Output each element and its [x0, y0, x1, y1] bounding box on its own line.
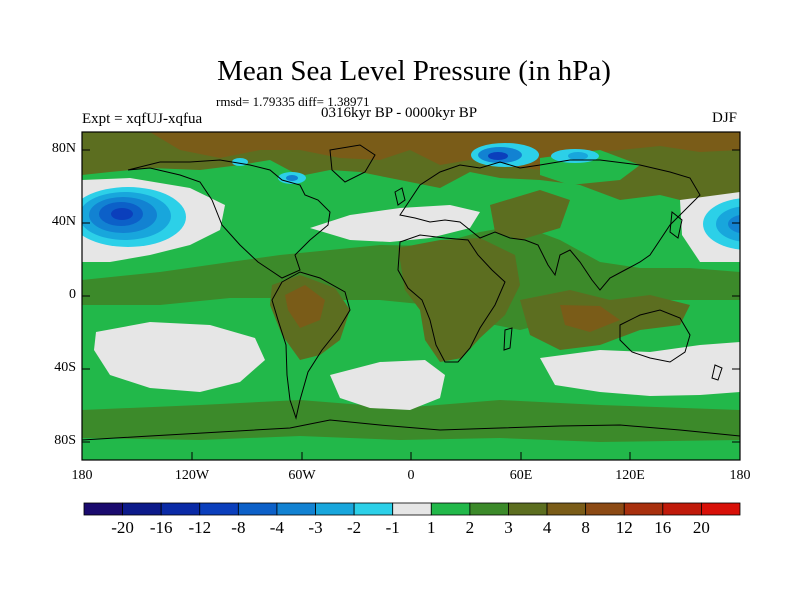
colorbar-label: 3 — [504, 518, 513, 537]
lon-label-120w: 120W — [174, 468, 210, 483]
coast-japan — [669, 211, 683, 239]
colorbar-label: -8 — [231, 518, 246, 537]
coast-australia — [619, 309, 691, 363]
field-aleutian-east-3 — [728, 214, 740, 234]
colorbar-label: -12 — [188, 518, 212, 537]
colorbar-box — [199, 502, 239, 516]
coast-south-america — [271, 271, 351, 420]
field-antarctica-green — [82, 442, 740, 460]
lon-label-60e: 60E — [509, 468, 533, 483]
coast-britain — [394, 187, 406, 206]
coast-antarctica — [82, 419, 740, 441]
experiment-label: Expt = xqfUJ-xqfua — [82, 111, 203, 127]
colorbar-box — [546, 502, 587, 516]
coastlines — [82, 144, 740, 441]
colorbar-box — [662, 502, 702, 516]
plot-title: Mean Sea Level Pressure (in hPa) — [217, 55, 611, 87]
colorbar-label: 12 — [615, 518, 633, 537]
field-barents-3 — [488, 152, 508, 160]
colorbar-box — [353, 502, 394, 516]
colorbar-label: -16 — [149, 518, 173, 537]
field-arctic-brown — [150, 132, 740, 170]
colorbar-label: 8 — [581, 518, 590, 537]
colorbar-box — [122, 502, 162, 516]
field-aleutian-5 — [111, 208, 133, 220]
colorbar-box — [392, 502, 432, 516]
field-grey-atlantic — [310, 205, 480, 242]
field-aleutian-east-2 — [716, 206, 740, 242]
field-south-america-core — [285, 285, 325, 328]
colorbar-box — [160, 502, 201, 516]
colorbar-box — [701, 502, 741, 516]
field-grey-south-indian — [540, 342, 740, 396]
season-label: DJF — [712, 110, 738, 126]
coast-africa — [397, 234, 506, 363]
colorbar-box — [315, 502, 355, 516]
colorbar-box — [623, 502, 664, 516]
lat-label-40n: 40N — [51, 214, 76, 229]
map-field — [82, 132, 740, 460]
field-indian-ocean-core — [560, 305, 620, 332]
colorbar-label: -20 — [111, 518, 134, 537]
colorbar-label: 16 — [654, 518, 672, 537]
lon-label-60w: 60W — [288, 468, 316, 483]
colorbar-box — [585, 502, 625, 516]
stats-label: rmsd= 1.79335 diff= 1.38971 — [216, 94, 370, 109]
lat-label-0: 0 — [69, 287, 76, 302]
colorbar-label: 1 — [427, 518, 436, 537]
colorbar-label: -4 — [269, 518, 284, 537]
coast-new-zealand — [711, 364, 723, 381]
field-hudson-2 — [286, 175, 298, 181]
colorbar-box — [83, 502, 123, 516]
colorbar-box — [469, 502, 509, 516]
colorbar-box — [430, 502, 471, 516]
colorbar-label: -2 — [347, 518, 362, 537]
coast-eurasia — [399, 159, 701, 291]
colorbar-label: -1 — [385, 518, 400, 537]
field-southern-ocean — [82, 400, 740, 442]
field-africa — [398, 238, 520, 362]
field-grey-south-atlantic — [330, 360, 445, 410]
field-kara-2 — [568, 152, 588, 160]
lat-label-80n: 80N — [51, 141, 76, 156]
colorbar-label: 4 — [542, 518, 552, 537]
lon-label-0: 0 — [407, 468, 415, 483]
lat-label-40s: 40S — [54, 360, 76, 375]
coast-madagascar — [503, 327, 513, 351]
lat-label-80s: 80S — [54, 433, 76, 448]
colorbar-label: 20 — [692, 518, 710, 537]
period-label: 0316kyr BP - 0000kyr BP — [321, 105, 478, 121]
colorbar — [83, 502, 741, 516]
colorbar-box — [276, 502, 316, 516]
colorbar-box — [237, 502, 278, 516]
axis-ticks — [81, 149, 741, 460]
lon-label-120e: 120E — [615, 468, 645, 483]
field-grey-south-pacific — [94, 322, 265, 392]
lon-label-180w: 180 — [71, 468, 93, 483]
colorbar-box — [508, 502, 548, 516]
coast-north-america — [127, 159, 331, 279]
colorbar-label: -3 — [308, 518, 323, 537]
field-arabia — [490, 190, 570, 240]
colorbar-label: 2 — [465, 518, 475, 537]
lon-label-180e: 180 — [729, 468, 751, 483]
coast-greenland — [329, 144, 376, 183]
